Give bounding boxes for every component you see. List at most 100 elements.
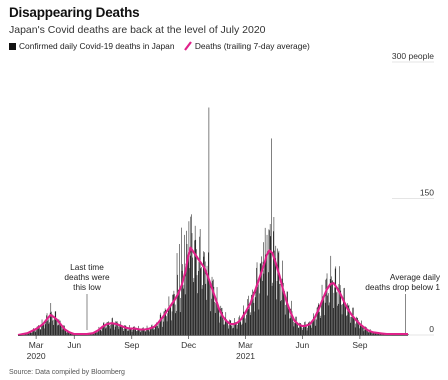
daily-death-bar [273,217,275,335]
daily-death-bar [181,270,183,335]
daily-death-bar [43,322,45,335]
daily-death-bar [354,318,355,335]
daily-death-bar [377,333,378,335]
daily-death-bar [369,330,370,335]
daily-death-bar [227,321,228,335]
daily-death-bar [130,328,132,335]
daily-death-bar [153,329,155,335]
daily-death-bar [359,325,361,335]
daily-death-bar [112,317,113,335]
daily-death-bar [232,328,233,335]
daily-death-bar [287,291,288,335]
daily-death-bar [110,324,112,335]
daily-death-bar [282,260,283,335]
daily-death-bar [273,231,274,335]
daily-death-bar [208,252,209,335]
daily-death-bar [259,263,261,335]
daily-death-bar [58,319,60,335]
daily-death-bar [304,321,306,335]
daily-death-bar [256,267,257,335]
daily-death-bar [239,315,240,335]
daily-death-bar [164,308,166,335]
daily-death-bar [154,329,155,335]
daily-death-bar [169,307,171,335]
daily-death-bar [286,302,287,335]
daily-death-bar [281,300,282,335]
daily-death-bar [234,322,236,335]
daily-death-bar [241,323,243,335]
daily-death-bar [303,325,305,335]
daily-death-bar [351,316,352,335]
daily-death-bar [214,312,216,335]
daily-death-bar [215,302,217,335]
daily-death-bar [51,311,52,335]
daily-death-bar [92,334,93,335]
daily-death-bar [186,244,188,335]
daily-death-bar [218,306,219,335]
x-tick-year: 2020 [27,351,46,361]
daily-death-bar [318,304,320,335]
daily-death-bar [123,328,125,335]
daily-death-bar [161,318,163,335]
daily-death-bar [346,315,348,335]
daily-death-bar [95,332,97,335]
daily-death-bar [301,327,303,335]
daily-death-bar [60,322,62,335]
daily-death-bar [181,227,182,335]
legend-line-swatch [183,41,192,51]
daily-death-bar [43,323,44,335]
daily-death-bar [169,305,170,335]
daily-death-bar [248,308,250,335]
daily-death-bar [333,307,334,335]
daily-death-bar [204,261,206,335]
daily-death-bar [289,318,290,335]
daily-death-bar [245,322,247,335]
daily-death-bar [234,318,235,335]
daily-death-bar [298,327,300,335]
daily-death-bar [237,324,238,335]
daily-death-bar [309,322,311,335]
daily-death-bar [126,328,128,335]
daily-death-bar [191,233,193,335]
daily-death-bar [141,329,143,335]
daily-death-bar [311,327,312,335]
daily-death-bar [221,307,222,335]
daily-death-bar [144,331,146,335]
daily-death-bar [63,325,65,335]
daily-death-bar [191,214,192,335]
daily-death-bar [306,330,308,335]
daily-death-bar [349,308,350,335]
daily-death-bar [148,330,150,335]
daily-death-bar [176,310,177,335]
daily-death-bar [53,319,55,335]
daily-death-bar [367,330,368,335]
daily-death-bar [175,313,177,335]
daily-death-bar [224,324,225,335]
daily-death-bar [231,325,232,335]
daily-death-bar [276,281,278,335]
daily-death-bar [114,326,116,335]
daily-death-bar [277,248,278,335]
daily-death-bar [103,322,105,335]
daily-death-bar [342,304,343,335]
daily-death-bar [119,326,120,335]
daily-death-bar [263,273,265,335]
daily-death-bar [212,280,213,335]
daily-death-bar [40,328,42,335]
daily-death-bar [211,276,213,335]
daily-death-bar [30,332,32,335]
daily-death-bar [260,263,262,335]
daily-death-bar [64,329,66,335]
daily-death-bar [190,216,192,335]
daily-death-bar [211,298,212,335]
daily-death-bar [343,300,344,335]
daily-death-bar [138,325,139,335]
daily-death-bar [357,317,358,335]
daily-death-bar [376,333,378,335]
daily-death-bar [103,323,104,335]
daily-death-bar [284,291,285,335]
x-tick-month: Mar [29,340,44,350]
daily-death-bar [33,329,35,335]
daily-death-bar [233,322,235,335]
daily-death-bar [54,311,56,335]
